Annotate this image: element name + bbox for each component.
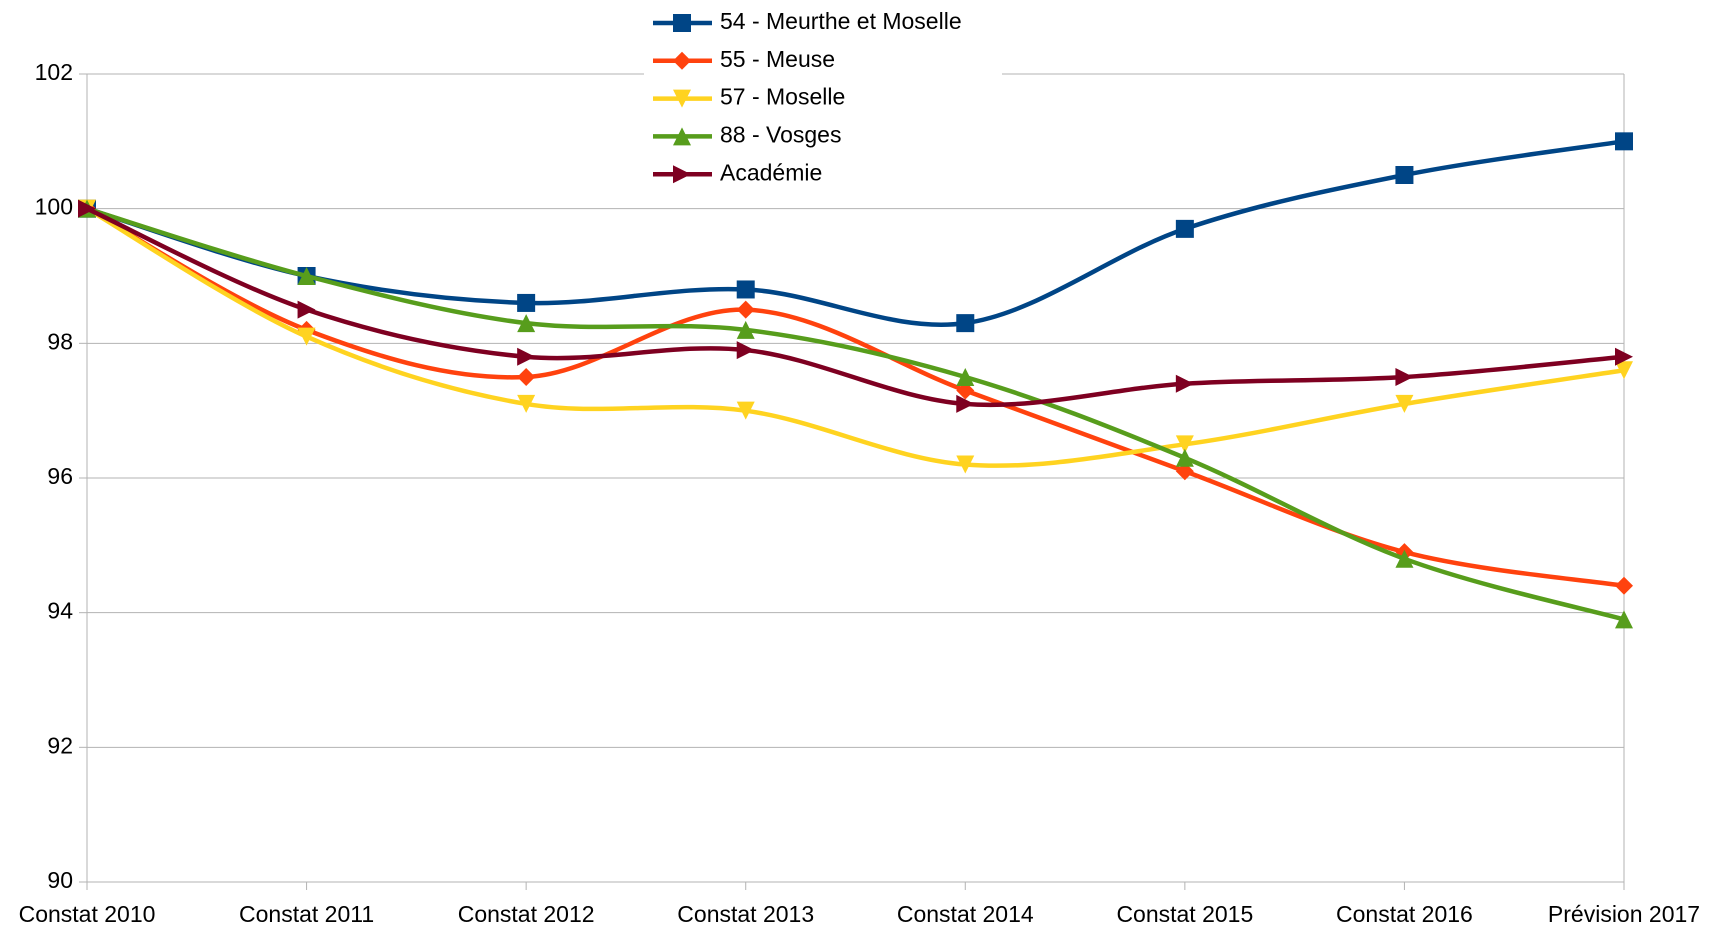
x-tick-label: Constat 2011 bbox=[239, 901, 374, 927]
marker bbox=[1615, 132, 1633, 151]
marker bbox=[673, 14, 691, 32]
series-line bbox=[85, 206, 1625, 468]
legend-label: 54 - Meurthe et Moselle bbox=[720, 8, 962, 34]
marker bbox=[956, 314, 975, 333]
marker bbox=[673, 127, 691, 146]
x-tick-label: Constat 2013 bbox=[677, 901, 814, 927]
marker bbox=[297, 267, 316, 285]
y-tick-label: 96 bbox=[47, 463, 73, 489]
marker bbox=[736, 401, 755, 420]
marker bbox=[1175, 219, 1194, 238]
marker bbox=[1395, 368, 1414, 386]
legend-label: Académie bbox=[720, 159, 822, 185]
legend-label: 55 - Meuse bbox=[720, 46, 835, 72]
marker bbox=[1615, 576, 1633, 595]
series-line bbox=[86, 206, 1625, 408]
marker bbox=[517, 347, 536, 366]
y-tick-label: 98 bbox=[47, 328, 73, 354]
marker bbox=[1615, 610, 1633, 629]
marker bbox=[1615, 361, 1633, 380]
marker bbox=[1175, 435, 1194, 454]
marker bbox=[1175, 448, 1194, 467]
marker bbox=[78, 199, 96, 218]
marker bbox=[673, 51, 691, 70]
x-tick-label: Constat 2012 bbox=[458, 901, 595, 927]
marker bbox=[673, 89, 691, 108]
x-tick-label: Prévision 2017 bbox=[1548, 901, 1700, 927]
y-tick-label: 92 bbox=[47, 732, 73, 758]
legend-label: 57 - Moselle bbox=[720, 84, 845, 110]
marker bbox=[517, 394, 536, 413]
marker bbox=[736, 300, 755, 319]
marker bbox=[297, 300, 316, 319]
series-line bbox=[86, 206, 1625, 622]
marker bbox=[736, 280, 755, 299]
marker bbox=[736, 320, 755, 339]
legend-label: 88 - Vosges bbox=[720, 121, 841, 147]
y-tick-label: 100 bbox=[35, 194, 73, 220]
x-tick-label: Constat 2010 bbox=[19, 901, 156, 927]
marker bbox=[517, 368, 536, 386]
marker bbox=[1395, 394, 1414, 413]
marker bbox=[517, 314, 536, 333]
marker bbox=[297, 327, 316, 346]
marker bbox=[956, 394, 975, 413]
marker bbox=[673, 165, 691, 184]
series-line bbox=[85, 206, 1625, 588]
marker bbox=[1395, 549, 1414, 568]
marker bbox=[956, 455, 975, 474]
marker bbox=[736, 341, 755, 360]
marker bbox=[517, 293, 536, 312]
y-tick-label: 90 bbox=[47, 867, 73, 893]
y-tick-label: 102 bbox=[35, 59, 73, 85]
marker bbox=[956, 368, 975, 386]
x-tick-label: Constat 2015 bbox=[1116, 901, 1253, 927]
x-tick-label: Constat 2014 bbox=[897, 901, 1034, 927]
marker bbox=[1395, 166, 1414, 184]
marker bbox=[1175, 374, 1194, 393]
y-tick-label: 94 bbox=[47, 598, 73, 624]
x-tick-label: Constat 2016 bbox=[1336, 901, 1473, 927]
marker bbox=[1615, 347, 1633, 366]
